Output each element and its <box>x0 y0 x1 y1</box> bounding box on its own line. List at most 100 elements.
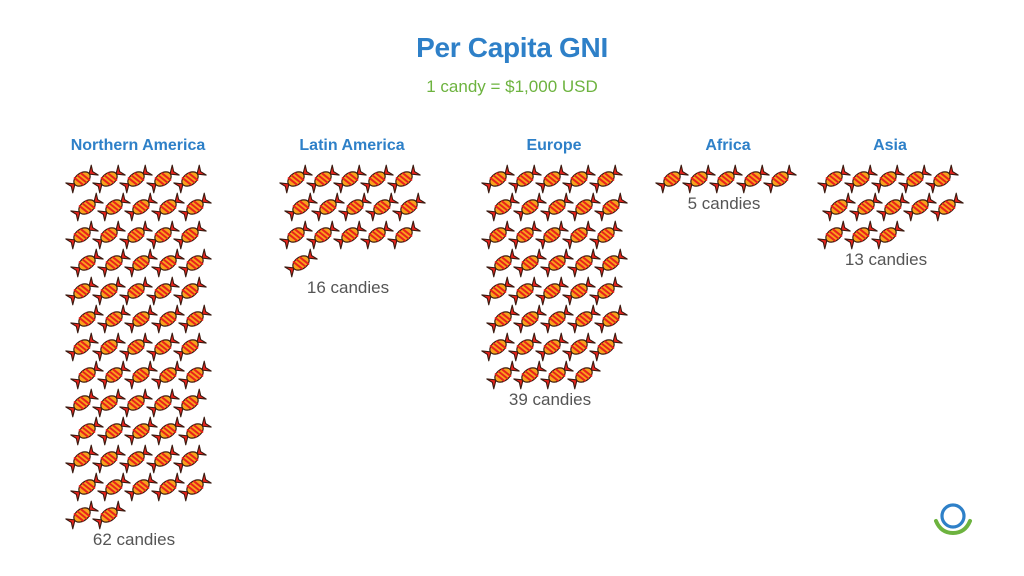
candy-icon <box>540 304 574 334</box>
candy-icon <box>513 304 547 334</box>
candy-icon <box>119 332 153 362</box>
candy-count-label: 5 candies <box>688 194 761 213</box>
candy-icon <box>178 248 212 278</box>
candy-icon <box>70 360 104 390</box>
candy-icon <box>365 192 399 222</box>
candy-icon <box>151 472 185 502</box>
candy-icon <box>70 416 104 446</box>
candy-icon <box>92 220 126 250</box>
candy-icon <box>486 248 520 278</box>
candy-icon <box>562 332 596 362</box>
candy-icon <box>124 416 158 446</box>
candy-icon <box>535 220 569 250</box>
candy-icon <box>508 332 542 362</box>
candy-icon <box>481 276 515 306</box>
candy-count-label: 39 candies <box>509 390 591 409</box>
candy-icon <box>119 164 153 194</box>
candy-icon <box>284 192 318 222</box>
candy-icon <box>844 220 878 250</box>
candy-icon <box>930 192 964 222</box>
ring-logo-icon <box>934 503 972 536</box>
candy-icon <box>481 164 515 194</box>
category-label: Northern America <box>71 137 206 154</box>
candy-icon <box>124 472 158 502</box>
candy-icon <box>173 444 207 474</box>
candy-icon <box>119 388 153 418</box>
candy-icon <box>279 220 313 250</box>
candy-icon <box>736 164 770 194</box>
candy-icon <box>178 360 212 390</box>
candy-icon <box>567 360 601 390</box>
candy-icon <box>594 248 628 278</box>
candy-icon <box>70 248 104 278</box>
candy-icon <box>903 192 937 222</box>
candy-icon <box>589 164 623 194</box>
candy-icon <box>92 332 126 362</box>
candy-icon <box>65 164 99 194</box>
candy-icon <box>65 332 99 362</box>
candy-icon <box>178 416 212 446</box>
category-label: Latin America <box>299 137 404 154</box>
candy-icon <box>119 220 153 250</box>
candy-icon <box>306 220 340 250</box>
candy-icon <box>333 164 367 194</box>
candy-icon <box>589 220 623 250</box>
candy-icon <box>763 164 797 194</box>
candy-icon <box>333 220 367 250</box>
candy-icon <box>925 164 959 194</box>
candy-icon <box>844 164 878 194</box>
candy-icon <box>151 248 185 278</box>
candy-icon <box>871 220 905 250</box>
category-label: Europe <box>526 137 581 154</box>
candy-icon <box>338 192 372 222</box>
candy-icon <box>173 220 207 250</box>
candy-icon <box>97 416 131 446</box>
candy-icon <box>97 248 131 278</box>
candy-icon <box>486 360 520 390</box>
candy-icon <box>387 220 421 250</box>
candy-icon <box>562 164 596 194</box>
candy-icon <box>97 304 131 334</box>
candy-icon <box>898 164 932 194</box>
candy-icon <box>173 388 207 418</box>
candy-icon <box>513 192 547 222</box>
candy-icon <box>70 472 104 502</box>
candy-icon <box>508 220 542 250</box>
candy-icon <box>146 220 180 250</box>
candy-icon <box>65 276 99 306</box>
chart-title: Per Capita GNI <box>416 32 608 63</box>
candy-icon <box>70 192 104 222</box>
candy-icon <box>508 164 542 194</box>
candy-icon <box>151 360 185 390</box>
candy-icon <box>392 192 426 222</box>
candy-icon <box>481 332 515 362</box>
candy-icon <box>279 164 313 194</box>
candy-icon <box>876 192 910 222</box>
candy-icon <box>92 388 126 418</box>
candy-icon <box>146 276 180 306</box>
candy-icon <box>540 248 574 278</box>
candy-icon <box>594 192 628 222</box>
category-label: Africa <box>705 137 750 154</box>
candy-icon <box>119 444 153 474</box>
candy-icon <box>178 304 212 334</box>
candy-icon <box>360 164 394 194</box>
candy-icon <box>92 500 126 530</box>
candy-icon <box>178 472 212 502</box>
candy-count-label: 16 candies <box>307 278 389 297</box>
candy-icon <box>92 164 126 194</box>
candy-icon <box>151 416 185 446</box>
candy-icon <box>178 192 212 222</box>
candy-icon <box>146 164 180 194</box>
candy-icon <box>173 332 207 362</box>
candy-icon <box>173 276 207 306</box>
candy-icon <box>594 304 628 334</box>
candy-icon <box>513 248 547 278</box>
candy-icon <box>306 164 340 194</box>
candy-icon <box>709 164 743 194</box>
candy-icon <box>70 304 104 334</box>
candy-icon <box>360 220 394 250</box>
candy-icon <box>92 444 126 474</box>
candy-icon <box>65 444 99 474</box>
candy-icon <box>65 500 99 530</box>
